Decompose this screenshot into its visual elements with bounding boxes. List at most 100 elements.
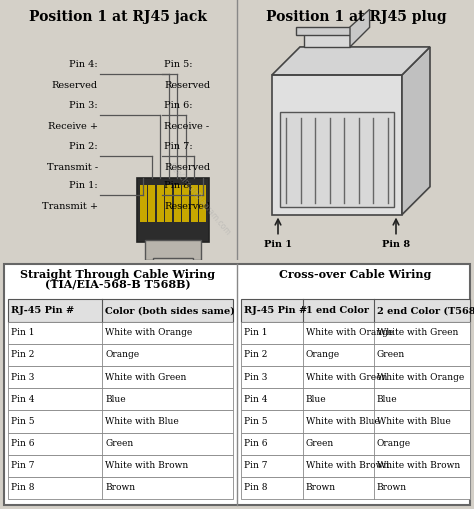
Text: White with Green: White with Green <box>106 373 187 382</box>
Bar <box>304 29 350 47</box>
Text: Pin 2: Pin 2 <box>11 350 35 359</box>
Text: Brown: Brown <box>306 484 336 492</box>
Text: White with Brown: White with Brown <box>106 461 189 470</box>
Bar <box>137 178 209 242</box>
Text: RJ-45 Pin #: RJ-45 Pin # <box>244 306 307 315</box>
Text: White with Orange: White with Orange <box>306 328 393 337</box>
Text: Cross-over Cable Wiring: Cross-over Cable Wiring <box>279 269 431 279</box>
Text: White with Green: White with Green <box>306 373 387 382</box>
Text: Pin 2: Pin 2 <box>244 350 267 359</box>
Text: Pin 6:: Pin 6: <box>164 101 192 110</box>
Bar <box>241 455 470 477</box>
Bar <box>8 433 233 455</box>
Text: Color (both sides same): Color (both sides same) <box>106 306 235 315</box>
Text: Pin 1:: Pin 1: <box>69 181 98 190</box>
Text: Pin 7: Pin 7 <box>244 461 267 470</box>
Text: Straight Through Cable Wiring: Straight Through Cable Wiring <box>20 269 216 279</box>
Text: Pin 8: Pin 8 <box>382 240 410 248</box>
Text: Blue: Blue <box>377 395 397 404</box>
Text: Pin 1: Pin 1 <box>11 328 35 337</box>
Bar <box>241 388 470 410</box>
Bar <box>241 299 470 322</box>
Text: Pin 3: Pin 3 <box>244 373 267 382</box>
Bar <box>153 258 193 272</box>
Bar <box>165 185 172 222</box>
Text: Pin 3:: Pin 3: <box>69 101 98 110</box>
Text: Pin 5: Pin 5 <box>244 417 268 426</box>
Text: Green: Green <box>106 439 134 448</box>
Text: Pin 3: Pin 3 <box>11 373 35 382</box>
Polygon shape <box>402 47 430 215</box>
Text: Transmit -: Transmit - <box>47 163 98 172</box>
Text: White with Brown: White with Brown <box>306 461 389 470</box>
Text: Position 1 at RJ45 plug: Position 1 at RJ45 plug <box>266 10 447 24</box>
Text: 2 end Color (T568A): 2 end Color (T568A) <box>377 306 474 315</box>
Text: Pin 2:: Pin 2: <box>69 142 98 151</box>
Text: Pin 5:: Pin 5: <box>164 60 192 69</box>
Text: Pin 6: Pin 6 <box>11 439 35 448</box>
Text: Pin 1: Pin 1 <box>244 328 267 337</box>
Bar <box>8 366 233 388</box>
Text: Green: Green <box>377 350 405 359</box>
Text: Pin 5: Pin 5 <box>11 417 35 426</box>
Bar <box>241 366 470 388</box>
Text: White with Blue: White with Blue <box>306 417 380 426</box>
Text: Orange: Orange <box>377 439 411 448</box>
Text: Pin 6: Pin 6 <box>244 439 267 448</box>
Text: RJ-45 Pin #: RJ-45 Pin # <box>11 306 74 315</box>
Text: White with Orange: White with Orange <box>377 373 464 382</box>
Bar <box>280 111 394 207</box>
Text: Receive +: Receive + <box>48 122 98 131</box>
Bar <box>8 344 233 366</box>
Polygon shape <box>350 9 370 47</box>
Text: White with Brown: White with Brown <box>377 461 460 470</box>
Bar <box>8 299 233 322</box>
Text: Pin 8: Pin 8 <box>244 484 267 492</box>
Bar <box>272 75 402 215</box>
Bar <box>8 322 233 344</box>
Bar <box>8 410 233 433</box>
Text: Orange: Orange <box>306 350 340 359</box>
Bar <box>199 185 206 222</box>
Bar <box>297 27 358 35</box>
Text: Pin 7: Pin 7 <box>11 461 35 470</box>
Text: freeCircuitDiagram.com: freeCircuitDiagram.com <box>167 162 233 238</box>
Text: Reserved: Reserved <box>164 202 210 211</box>
Text: White with Orange: White with Orange <box>106 328 193 337</box>
Bar <box>241 477 470 499</box>
Bar <box>8 455 233 477</box>
Bar <box>8 477 233 499</box>
Text: Pin 8: Pin 8 <box>11 484 35 492</box>
Bar <box>157 185 164 222</box>
Bar <box>241 433 470 455</box>
Text: Blue: Blue <box>106 395 126 404</box>
Text: Orange: Orange <box>106 350 140 359</box>
Text: Pin 7:: Pin 7: <box>164 142 192 151</box>
Bar <box>145 240 201 260</box>
Text: Pin 4: Pin 4 <box>11 395 35 404</box>
Text: Reserved: Reserved <box>52 80 98 90</box>
Text: Reserved: Reserved <box>164 80 210 90</box>
Text: (TIA/EIA-568-B T568B): (TIA/EIA-568-B T568B) <box>45 279 191 291</box>
Text: Pin 4:: Pin 4: <box>69 60 98 69</box>
Text: White with Blue: White with Blue <box>106 417 179 426</box>
Bar <box>8 388 233 410</box>
Bar <box>241 322 470 344</box>
Text: Transmit +: Transmit + <box>42 202 98 211</box>
Text: Green: Green <box>306 439 334 448</box>
Text: Blue: Blue <box>306 395 327 404</box>
Text: White with Blue: White with Blue <box>377 417 451 426</box>
Bar <box>241 344 470 366</box>
Text: Brown: Brown <box>106 484 136 492</box>
Text: 1 end Color: 1 end Color <box>306 306 369 315</box>
Text: Pin 4: Pin 4 <box>244 395 267 404</box>
Bar <box>241 410 470 433</box>
Text: Pin 8:: Pin 8: <box>164 181 192 190</box>
Bar <box>182 185 189 222</box>
Text: Pin 1: Pin 1 <box>264 240 292 248</box>
Text: Reserved: Reserved <box>164 163 210 172</box>
Bar <box>191 185 198 222</box>
Text: Brown: Brown <box>377 484 407 492</box>
Bar <box>140 185 147 222</box>
Polygon shape <box>272 47 430 75</box>
